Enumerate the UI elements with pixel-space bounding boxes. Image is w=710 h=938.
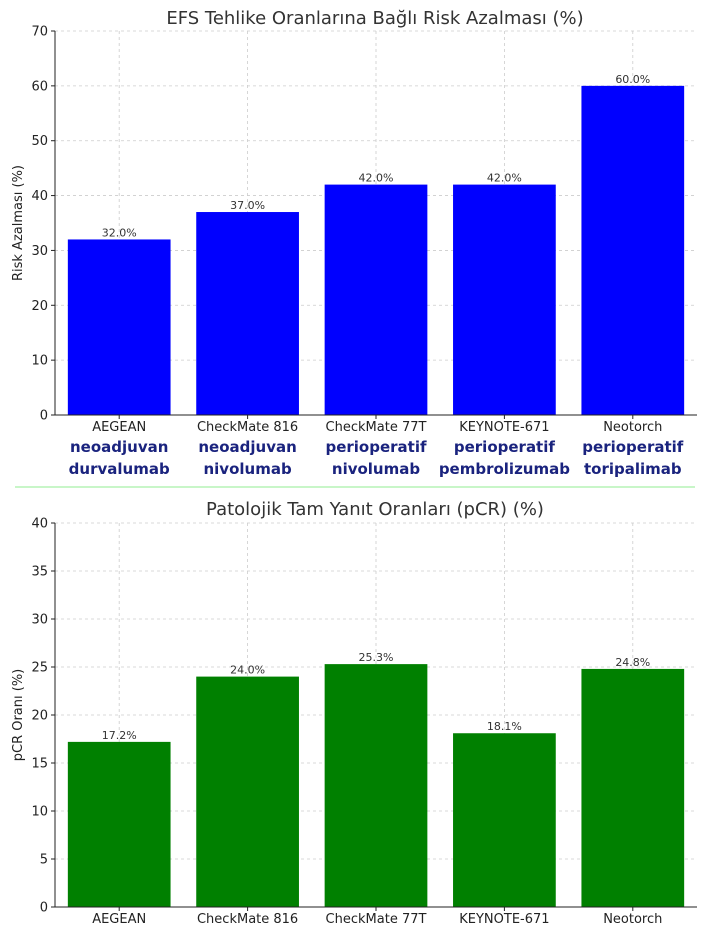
- pcr-value-label-3: 18.1%: [487, 720, 522, 733]
- efs-annotations: neoadjuvan durvalumab neoadjuvan nivolumab p…: [69, 438, 684, 478]
- efs-bar-1: [196, 212, 299, 415]
- efs-ytick-label-3: 30: [31, 244, 48, 259]
- efs-value-label-1: 37.0%: [230, 199, 265, 212]
- pcr-bar-2: [324, 664, 428, 907]
- efs-xtick-label-2: CheckMate 77T: [326, 420, 427, 435]
- efs-annotation-1-line-1: nivolumab: [203, 460, 291, 478]
- efs-annotation-2-line-0: perioperatif: [325, 438, 426, 456]
- pcr-ytick-label-4: 20: [31, 709, 48, 724]
- pcr-bar-4: [581, 668, 685, 907]
- efs-annotation-3-line-0: perioperatif: [454, 438, 555, 456]
- efs-annotation-2-line-1: nivolumab: [332, 460, 420, 478]
- efs-ytick-label-0: 0: [40, 409, 48, 424]
- efs-bar-0: [67, 239, 171, 415]
- pcr-chart-title: Patolojik Tam Yanıt Oranları (pCR) (%): [206, 499, 544, 520]
- pcr-xtick-label-3: KEYNOTE-671: [459, 912, 549, 927]
- efs-bar-3: [453, 184, 556, 415]
- pcr-value-label-4: 24.8%: [615, 656, 650, 669]
- pcr-chart: Patolojik Tam Yanıt Oranları (pCR) (%) 0…: [11, 499, 697, 927]
- pcr-ytick-label-6: 30: [31, 613, 48, 628]
- efs-ytick-label-1: 10: [31, 354, 48, 369]
- efs-annotation-3-line-1: pembrolizumab: [439, 460, 570, 478]
- pcr-bar-1: [196, 676, 299, 907]
- pcr-x-ticks: AEGEAN CheckMate 816 CheckMate 77T KEYNOTE-…: [92, 907, 662, 927]
- efs-xtick-label-0: AEGEAN: [92, 420, 146, 435]
- efs-annotation-0-line-0: neoadjuvan: [70, 438, 168, 456]
- efs-ytick-label-4: 40: [31, 189, 48, 204]
- pcr-xtick-label-4: Neotorch: [603, 912, 662, 927]
- pcr-ytick-label-2: 10: [31, 805, 48, 820]
- pcr-bars: [67, 664, 685, 907]
- efs-ytick-label-6: 60: [31, 79, 48, 94]
- pcr-value-label-0: 17.2%: [102, 729, 137, 742]
- efs-annotation-0-line-1: durvalumab: [69, 460, 170, 478]
- efs-xtick-label-3: KEYNOTE-671: [459, 420, 549, 435]
- efs-value-labels: 32.0% 37.0% 42.0% 42.0% 60.0%: [102, 73, 651, 240]
- efs-xtick-label-1: CheckMate 816: [197, 420, 298, 435]
- efs-value-label-0: 32.0%: [102, 226, 137, 239]
- efs-value-label-4: 60.0%: [615, 73, 650, 86]
- pcr-xtick-label-2: CheckMate 77T: [326, 912, 427, 927]
- efs-annotation-1-line-0: neoadjuvan: [198, 438, 296, 456]
- pcr-value-label-1: 24.0%: [230, 664, 265, 677]
- efs-y-axis-label: Risk Azalması (%): [11, 165, 26, 281]
- pcr-xtick-label-1: CheckMate 816: [197, 912, 298, 927]
- efs-ytick-label-5: 50: [31, 134, 48, 149]
- efs-value-label-2: 42.0%: [359, 172, 394, 185]
- pcr-value-label-2: 25.3%: [359, 651, 394, 664]
- pcr-ytick-label-5: 25: [31, 661, 48, 676]
- efs-annotation-4-line-0: perioperatif: [582, 438, 683, 456]
- efs-bar-2: [324, 184, 428, 415]
- pcr-y-ticks: 0 5 10 15 20 25 30 35 40: [31, 517, 55, 916]
- efs-ytick-label-2: 20: [31, 299, 48, 314]
- efs-bars: [67, 85, 685, 415]
- efs-value-label-3: 42.0%: [487, 172, 522, 185]
- efs-x-ticks: AEGEAN CheckMate 816 CheckMate 77T KEYNOTE-…: [92, 415, 662, 435]
- efs-chart-title: EFS Tehlike Oranlarına Bağlı Risk Azalma…: [166, 8, 583, 29]
- efs-bar-4: [581, 85, 685, 415]
- pcr-bar-0: [67, 741, 171, 907]
- pcr-ytick-label-0: 0: [40, 901, 48, 916]
- pcr-ytick-label-7: 35: [31, 565, 48, 580]
- efs-annotation-4-line-1: toripalimab: [584, 460, 682, 478]
- pcr-ytick-label-8: 40: [31, 517, 48, 532]
- pcr-xtick-label-0: AEGEAN: [92, 912, 146, 927]
- efs-ytick-label-7: 70: [31, 25, 48, 40]
- efs-y-ticks: 0 10 20 30 40 50 60 70: [31, 25, 55, 424]
- pcr-bar-3: [453, 733, 556, 907]
- efs-xtick-label-4: Neotorch: [603, 420, 662, 435]
- pcr-ytick-label-3: 15: [31, 757, 48, 772]
- efs-chart: EFS Tehlike Oranlarına Bağlı Risk Azalma…: [11, 8, 697, 478]
- pcr-value-labels: 17.2% 24.0% 25.3% 18.1% 24.8%: [102, 651, 651, 742]
- pcr-ytick-label-1: 5: [40, 853, 48, 868]
- pcr-y-axis-label: pCR Oranı (%): [11, 669, 26, 762]
